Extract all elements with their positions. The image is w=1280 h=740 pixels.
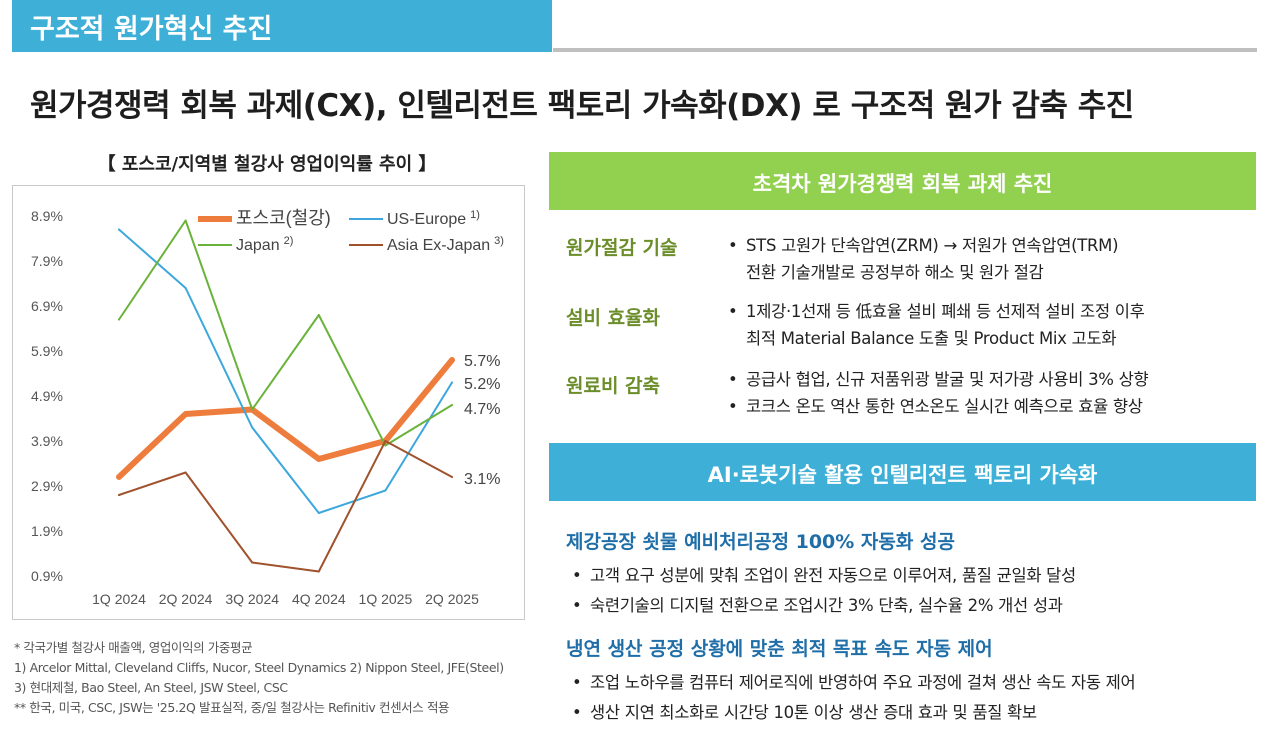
data-point <box>118 228 120 231</box>
series-line-0 <box>116 357 455 480</box>
dx-bullet: 생산 지연 최소화로 시간당 10톤 이상 생산 증대 효과 및 품질 확보 <box>570 698 1270 728</box>
end-data-label: 5.7% <box>464 353 500 370</box>
x-tick-label: 2Q 2025 <box>425 591 479 607</box>
data-point <box>317 570 320 573</box>
end-data-label: 3.1% <box>464 471 500 488</box>
dx-bullet-list: 조업 노하우를 컴퓨터 제어로직에 반영하여 주요 과정에 걸쳐 생산 속도 자… <box>570 668 1270 728</box>
y-tick-label: 5.9% <box>31 343 63 359</box>
data-point <box>183 411 189 417</box>
data-point <box>251 561 254 564</box>
data-point <box>118 318 120 321</box>
x-tick-label: 2Q 2024 <box>159 591 213 607</box>
cx-item-label: 설비 효율화 <box>566 307 661 329</box>
operating-margin-chart: 8.9% 7.9% 6.9% 5.9% 4.9% 3.9% 2.9% 1.9% 0.9% 1Q 2… <box>31 208 504 607</box>
data-point <box>384 489 387 492</box>
cx-item-label: 원료비 감축 <box>566 375 661 397</box>
footnote-1: * 각국가별 철강사 매출액, 영업이익의 가중평균 <box>14 640 253 655</box>
legend-footnote-marker: 1) <box>470 209 480 221</box>
legend-label: 포스코(철강) <box>236 208 331 228</box>
footnote-4: ** 한국, 미국, CSC, JSW는 '25.2Q 발표실적, 중/일 철강… <box>14 700 450 715</box>
chart-title: 【 포스코/지역별 철강사 영업이익률 추이 】 <box>97 154 437 175</box>
y-tick-label: 3.9% <box>31 433 63 449</box>
legend-footnote-marker: 2) <box>284 235 294 247</box>
cx-bullet: 공급사 협업, 신규 저품위광 발굴 및 저가광 사용비 3% 상향 <box>726 366 1266 393</box>
footnote-3: 3) 현대제철, Bao Steel, An Steel, JSW Steel,… <box>14 680 288 695</box>
y-tick-label: 0.9% <box>31 568 63 584</box>
dx-bullet-list: 고객 요구 성분에 맞춰 조업이 완전 자동으로 이루어져, 품질 균일화 달성… <box>570 561 1270 621</box>
end-data-label: 4.7% <box>464 401 500 418</box>
cx-bullet-continuation: 전환 기술개발로 공정부하 해소 및 원가 절감 <box>746 263 1044 282</box>
y-tick-label: 6.9% <box>31 298 63 314</box>
legend-label: US-Europe <box>387 211 466 228</box>
footnotes: * 각국가별 철강사 매출액, 영업이익의 가중평균 1) Arcelor Mi… <box>14 638 534 718</box>
footnote-2: 1) Arcelor Mittal, Cleveland Cliffs, Nuc… <box>14 660 504 675</box>
dx-bullet: 조업 노하우를 컴퓨터 제어로직에 반영하여 주요 과정에 걸쳐 생산 속도 자… <box>570 668 1270 698</box>
x-tick-label: 4Q 2024 <box>292 591 346 607</box>
data-point <box>251 408 254 411</box>
cx-item-label: 원가절감 기술 <box>566 237 678 259</box>
data-point <box>384 440 387 442</box>
data-point <box>316 456 322 462</box>
cx-bullet: 1제강·1선재 등 低효율 설비 폐쇄 등 선제적 설비 조정 이후 <box>726 298 1266 325</box>
end-data-label: 5.2% <box>464 376 500 393</box>
data-point <box>317 512 320 514</box>
cx-banner: 초격차 원가경쟁력 회복 과제 추진 <box>549 152 1256 210</box>
series-line-1 <box>118 228 453 514</box>
data-point <box>184 471 187 474</box>
section-tab: 구조적 원가혁신 추진 <box>12 0 552 52</box>
y-tick-label: 7.9% <box>31 253 63 269</box>
data-point <box>384 444 387 447</box>
dx-bullet: 숙련기술의 디지털 전환으로 조업시간 3% 단축, 실수율 2% 개선 성과 <box>570 591 1270 621</box>
chart-frame: 8.9% 7.9% 6.9% 5.9% 4.9% 3.9% 2.9% 1.9% 0.9% 1Q 2… <box>12 185 525 620</box>
data-point <box>451 404 453 406</box>
series-line-2 <box>118 219 453 447</box>
data-point <box>251 426 254 429</box>
data-point <box>116 474 122 480</box>
header-divider <box>553 48 1257 52</box>
x-tick-label: 1Q 2024 <box>92 591 146 607</box>
series-line-3 <box>118 440 453 573</box>
cx-bullet: 코크스 온도 역산 통한 연소온도 실시간 예측으로 효율 향상 <box>726 393 1266 420</box>
legend-label: Asia Ex-Japan <box>387 237 490 254</box>
data-point <box>184 219 187 222</box>
data-point <box>317 314 320 316</box>
y-tick-label: 8.9% <box>31 208 63 224</box>
cx-bullet: STS 고원가 단속압연(ZRM) → 저원가 연속압연(TRM) <box>726 232 1266 259</box>
cx-bullet-continuation: 최적 Material Balance 도출 및 Product Mix 고도화 <box>746 329 1117 348</box>
data-point <box>449 357 455 363</box>
data-point <box>451 381 453 384</box>
y-tick-label: 2.9% <box>31 478 63 494</box>
y-tick-label: 1.9% <box>31 523 63 539</box>
x-tick-label: 3Q 2024 <box>225 591 279 607</box>
data-point <box>118 494 120 496</box>
dx-heading: 제강공장 쇳물 예비처리공정 100% 자동화 성공 <box>566 531 955 553</box>
page-headline: 원가경쟁력 회복 과제(CX), 인텔리전트 팩토리 가속화(DX) 로 구조적… <box>30 88 1134 124</box>
x-tick-label: 1Q 2025 <box>359 591 413 607</box>
dx-bullet: 고객 요구 성분에 맞춰 조업이 완전 자동으로 이루어져, 품질 균일화 달성 <box>570 561 1270 591</box>
legend-label: Japan <box>236 237 280 254</box>
dx-heading: 냉연 생산 공정 상황에 맞춘 최적 목표 속도 자동 제어 <box>566 638 993 660</box>
data-point <box>184 287 187 289</box>
dx-banner: AI·로봇기술 활용 인텔리전트 팩토리 가속화 <box>549 443 1256 501</box>
y-tick-label: 4.9% <box>31 388 63 404</box>
legend-footnote-marker: 3) <box>494 235 504 247</box>
data-point <box>451 476 453 478</box>
